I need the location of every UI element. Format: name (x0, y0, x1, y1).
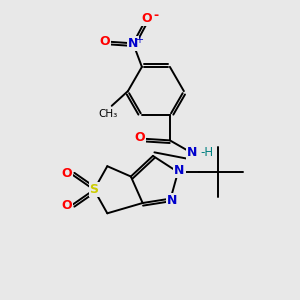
Text: O: O (62, 200, 72, 212)
Text: CH₃: CH₃ (99, 109, 118, 119)
Text: N: N (128, 37, 138, 50)
Text: N: N (188, 146, 198, 159)
Text: O: O (62, 167, 72, 180)
Text: N: N (174, 164, 184, 177)
Text: O: O (134, 131, 145, 144)
Text: O: O (99, 35, 110, 48)
Text: +: + (135, 35, 143, 45)
Text: S: S (90, 183, 99, 196)
Text: N: N (167, 194, 177, 207)
Text: -: - (153, 9, 158, 22)
Text: -H: -H (200, 146, 213, 159)
Text: O: O (142, 12, 152, 26)
